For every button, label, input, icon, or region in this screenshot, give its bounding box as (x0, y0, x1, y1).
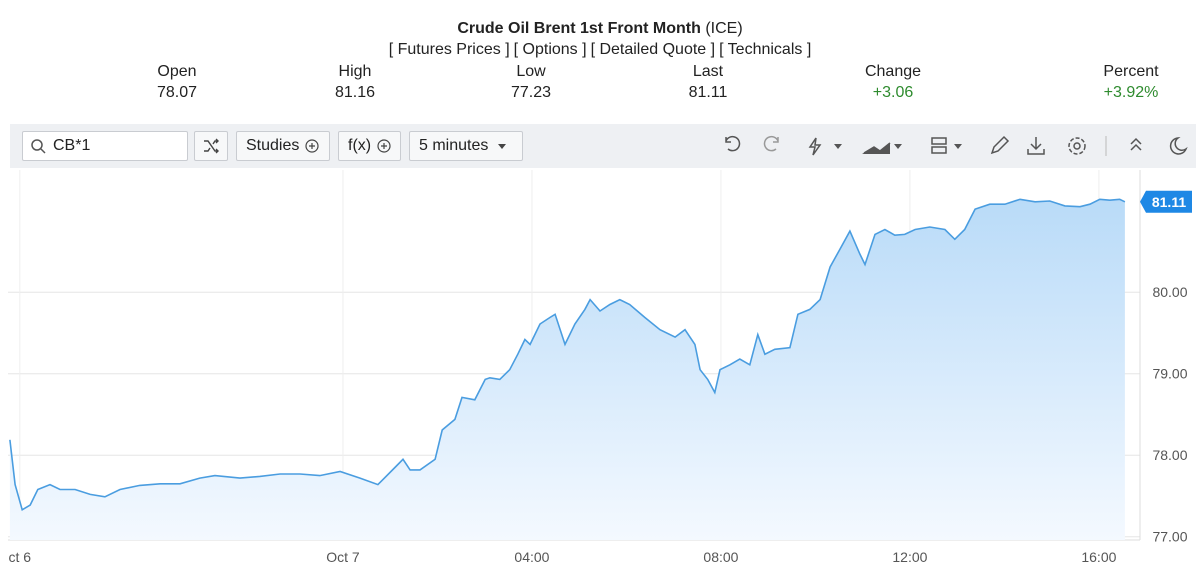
quote-link[interactable]: [ Detailed Quote ] (590, 41, 716, 58)
stat: Percent +3.92% (1071, 63, 1191, 102)
x-tick-label: 08:00 (703, 549, 738, 565)
caret (498, 144, 507, 149)
last-price-label: 81.11 (1152, 194, 1186, 210)
x-tick-label: 16:00 (1081, 549, 1116, 565)
quote-link[interactable]: [ Technicals ] (719, 41, 812, 58)
y-tick-label: 78.00 (1152, 447, 1187, 463)
redo[interactable] (763, 135, 779, 152)
header-title: Crude Oil Brent 1st Front Month (ICE) (0, 20, 1200, 38)
studies: Studies (246, 137, 300, 154)
collapse[interactable] (1130, 137, 1142, 151)
exchange: (ICE) (705, 20, 743, 37)
download[interactable] (1027, 137, 1045, 155)
stat: High 81.16 (295, 63, 415, 102)
layout[interactable] (931, 137, 947, 154)
quote-link[interactable]: [ Futures Prices ] (388, 41, 510, 58)
search-icon (31, 139, 46, 154)
settings[interactable] (1073, 142, 1081, 150)
x-tick-label: ct 6 (9, 549, 32, 565)
stat-label: Last (692, 63, 724, 80)
stat-value: 77.23 (510, 84, 552, 101)
y-tick-label: 80.00 (1152, 284, 1187, 300)
stat-value: 81.16 (334, 84, 376, 101)
title-text: Crude Oil Brent 1st Front Month (457, 20, 701, 37)
interval: 5 minutes (419, 137, 489, 154)
y-tick-label: 79.00 (1152, 366, 1187, 382)
draw[interactable] (990, 135, 1010, 155)
undo[interactable] (725, 135, 741, 152)
plus-icon (377, 139, 391, 153)
dark-mode[interactable] (1169, 137, 1188, 155)
toolbar-icons (725, 135, 1188, 156)
interval-select[interactable]: 5 minutes (409, 131, 523, 161)
functions: f(x) (348, 137, 372, 154)
stat-label: Change (864, 63, 922, 80)
compare-button[interactable] (194, 131, 228, 161)
last-price-badge (1140, 190, 1192, 213)
toolbar: CB*1 Studies f(x) 5 minutes (10, 124, 1196, 168)
symbol-search[interactable]: CB*1 (22, 131, 188, 161)
shuffle-icon (204, 138, 219, 154)
x-tick-label: 04:00 (514, 549, 549, 565)
stat-label: Open (157, 63, 197, 80)
x-tick-label: 12:00 (892, 549, 927, 565)
stat-value: +3.06 (872, 84, 914, 101)
y-tick-label: 77.00 (1152, 529, 1187, 545)
stat: Change +3.06 (833, 63, 953, 102)
events[interactable] (808, 137, 822, 156)
functions-button[interactable]: f(x) (338, 131, 401, 161)
quote-link[interactable]: [ Options ] (513, 41, 587, 58)
plus-icon (305, 139, 319, 153)
symbol: CB*1 (53, 137, 91, 154)
x-tick-label: Oct 7 (326, 549, 360, 565)
stat-value: 81.11 (688, 84, 728, 101)
stat-label: Percent (1103, 63, 1159, 80)
studies-button[interactable]: Studies (236, 131, 330, 161)
quote-links: [ Futures Prices ][ Options ][ Detailed … (0, 41, 1200, 59)
stat-label: Low (516, 63, 546, 80)
stat-label: High (338, 63, 372, 80)
stat-value: 78.07 (156, 84, 198, 101)
stat-value: +3.92% (1103, 84, 1159, 101)
stat: Open 78.07 (117, 63, 237, 102)
stat: Low 77.23 (471, 63, 591, 102)
area-fill (9, 199, 1125, 541)
price-line (9, 198, 1126, 512)
stat: Last 81.11 (648, 63, 768, 102)
